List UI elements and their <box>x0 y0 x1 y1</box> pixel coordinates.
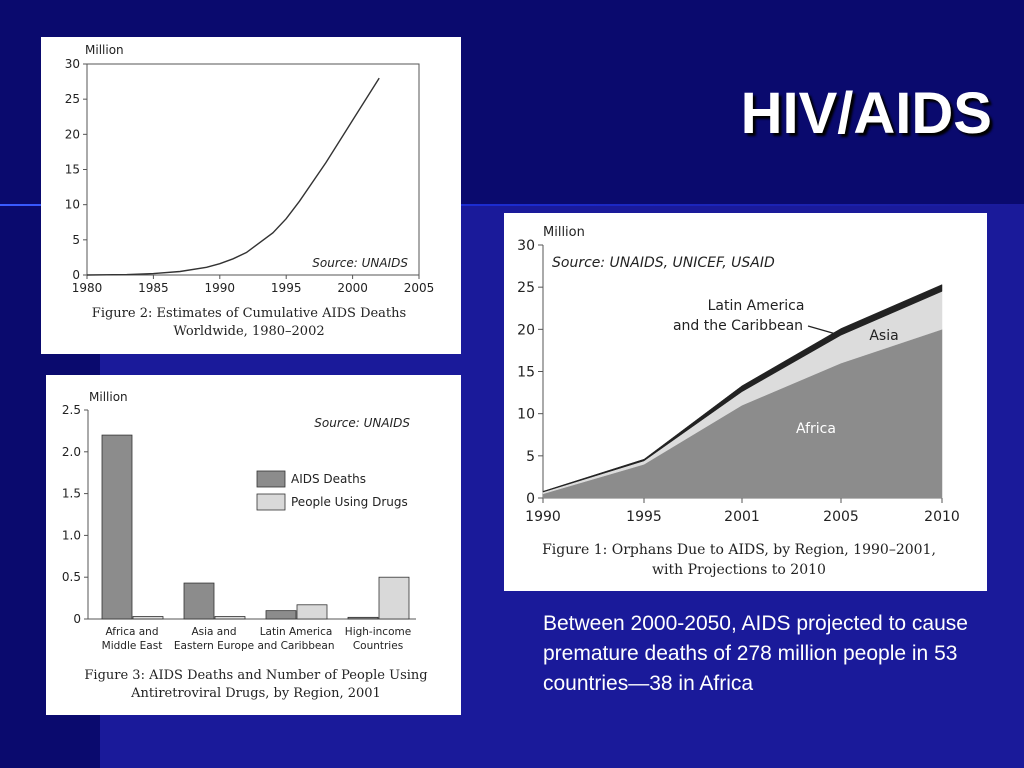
y-unit-label: Million <box>543 225 585 240</box>
bar-people-using-drugs <box>214 616 246 620</box>
source-note: Source: UNAIDS <box>314 416 410 430</box>
source-box <box>548 249 804 275</box>
cumulative-deaths-chart: Million Source: UNAIDS Figure 2: Estimat… <box>65 43 435 339</box>
bar-people-using-drugs <box>132 616 164 620</box>
y-tick-label: 0 <box>72 268 80 282</box>
cumulative-deaths-line <box>86 77 380 276</box>
orphans-chart: Million Figure 1: Orphans Due to AIDS, b… <box>517 225 960 578</box>
africa-label: Africa <box>796 421 836 437</box>
y-tick-label: 1.5 <box>62 487 81 501</box>
asia-label: Asia <box>869 328 898 344</box>
x-tick-label: 2001 <box>724 509 760 525</box>
deaths-vs-drugs-chart: Million Source: UNAIDS Figure 3: AIDS De… <box>62 390 428 701</box>
x-tick-label: 1985 <box>138 281 169 295</box>
y-tick-label: 15 <box>65 163 80 177</box>
bar-people-using-drugs <box>378 576 410 620</box>
bar-aids-deaths <box>183 582 215 620</box>
latin-america-leader-line <box>807 325 837 335</box>
bar-aids-deaths <box>347 616 379 620</box>
x-tick-label: 2005 <box>404 281 435 295</box>
category-label: Asia and <box>191 626 236 638</box>
divider-line <box>0 204 1024 206</box>
category-label: and Caribbean <box>258 640 335 652</box>
figure-caption-line-1: Figure 1: Orphans Due to AIDS, by Region… <box>542 542 936 558</box>
orphans-chart-panel: Million Figure 1: Orphans Due to AIDS, b… <box>504 213 987 591</box>
bar-aids-deaths <box>101 434 133 620</box>
slide-title: HIV/AIDS <box>740 81 992 146</box>
y-tick-label: 0 <box>73 612 81 626</box>
y-tick-label: 5 <box>526 449 535 465</box>
figure-caption-line-2: Worldwide, 1980–2002 <box>173 324 324 339</box>
legend-swatch <box>256 470 286 488</box>
x-tick-label: 1995 <box>626 509 662 525</box>
legend-swatch <box>256 493 286 511</box>
category-label: Middle East <box>102 640 163 652</box>
y-tick-label: 0 <box>526 491 535 507</box>
source-note: Source: UNAIDS, UNICEF, USAID <box>552 255 775 271</box>
y-unit-label: Million <box>85 43 124 57</box>
y-tick-label: 1.0 <box>62 528 81 542</box>
figure-caption-line-2: with Projections to 2010 <box>652 562 826 578</box>
legend-label: AIDS Deaths <box>291 472 366 486</box>
y-tick-label: 30 <box>517 238 535 254</box>
latin-america-area <box>542 284 943 493</box>
x-tick-label: 2005 <box>823 509 859 525</box>
figure-caption-line-1: Figure 2: Estimates of Cumulative AIDS D… <box>92 306 406 321</box>
y-tick-label: 20 <box>65 127 80 141</box>
x-tick-label: 1995 <box>271 281 302 295</box>
y-tick-label: 15 <box>517 365 535 381</box>
y-tick-label: 20 <box>517 322 535 338</box>
x-tick-label: 1980 <box>72 281 103 295</box>
plot-frame <box>86 63 420 276</box>
x-tick-label: 1990 <box>205 281 236 295</box>
x-tick-label: 2000 <box>337 281 368 295</box>
y-tick-label: 2.5 <box>62 403 81 417</box>
y-tick-label: 30 <box>65 57 80 71</box>
y-tick-label: 10 <box>517 407 535 423</box>
x-tick-label: 2010 <box>924 509 960 525</box>
y-tick-label: 0.5 <box>62 570 81 584</box>
figure-caption-line-2: Antiretroviral Drugs, by Region, 2001 <box>130 686 381 701</box>
category-label: High-income <box>345 626 411 638</box>
legend-label: People Using Drugs <box>291 495 408 509</box>
source-note: Source: UNAIDS <box>312 256 408 270</box>
latin-america-label-line-1: Latin America <box>708 298 805 314</box>
category-label: Latin America <box>260 626 333 638</box>
figure-caption-line-1: Figure 3: AIDS Deaths and Number of Peop… <box>84 668 427 683</box>
deaths-vs-drugs-chart-panel: Million Source: UNAIDS Figure 3: AIDS De… <box>46 375 461 715</box>
bar-aids-deaths <box>265 610 297 620</box>
cumulative-deaths-chart-panel: Million Source: UNAIDS Figure 2: Estimat… <box>41 37 461 354</box>
y-tick-label: 25 <box>65 92 80 106</box>
category-label: Eastern Europe <box>174 640 254 652</box>
slide-caption: Between 2000-2050, AIDS projected to cau… <box>543 612 968 695</box>
bar-people-using-drugs <box>296 604 328 620</box>
y-tick-label: 2.0 <box>62 445 81 459</box>
y-unit-label: Million <box>89 390 128 404</box>
category-label: Countries <box>353 640 403 652</box>
category-label: Africa and <box>105 626 158 638</box>
latin-america-label-line-2: and the Caribbean <box>673 318 803 334</box>
x-tick-label: 1990 <box>525 509 561 525</box>
y-tick-label: 10 <box>65 198 80 212</box>
y-tick-label: 5 <box>72 233 80 247</box>
y-tick-label: 25 <box>517 280 535 296</box>
